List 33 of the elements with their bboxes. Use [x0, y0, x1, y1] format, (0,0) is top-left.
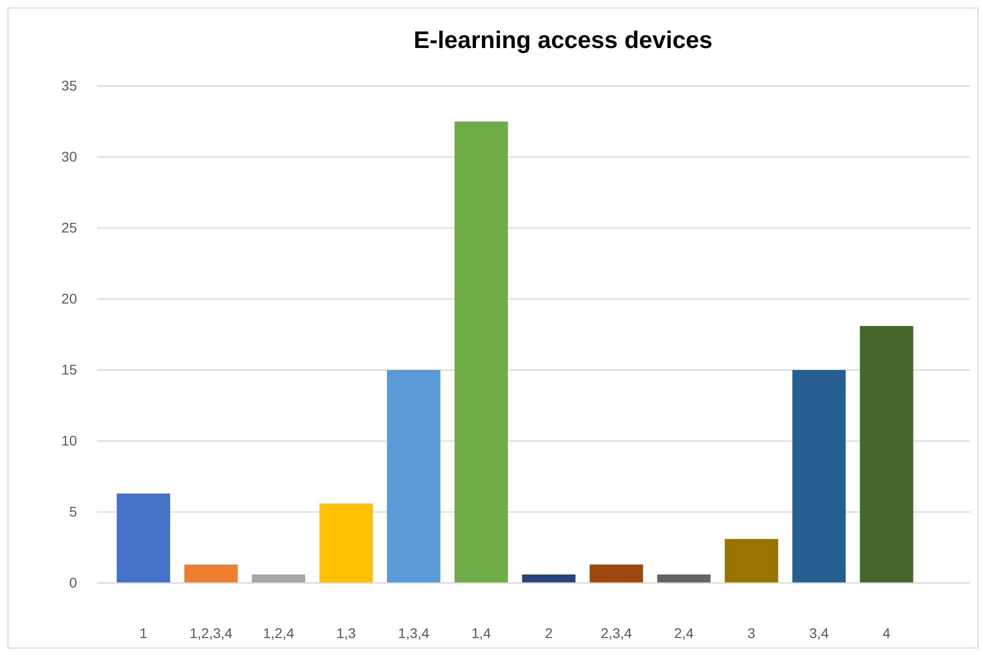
y-tick-label: 5 — [69, 503, 78, 520]
bar — [590, 564, 644, 583]
y-tick-label: 15 — [61, 361, 78, 378]
bar — [724, 538, 778, 583]
x-tick-label: 1,4 — [471, 624, 492, 641]
x-tick-label: 1,2,4 — [262, 624, 294, 641]
x-tick-label: 1,3,4 — [398, 624, 430, 641]
y-tick-label: 20 — [61, 290, 78, 306]
x-tick-label: 3 — [748, 624, 756, 641]
bar — [792, 370, 846, 583]
chart-title: E-learning access devices — [414, 27, 712, 54]
x-tick-label: 3,4 — [809, 624, 829, 641]
y-tick-label: 0 — [69, 574, 78, 590]
x-tick-label: 2 — [544, 624, 553, 641]
x-tick-label: 1,3 — [336, 624, 356, 641]
bar — [454, 122, 508, 583]
y-tick-label: 35 — [61, 77, 78, 94]
bar — [184, 564, 238, 583]
bar — [319, 503, 373, 583]
bar — [252, 574, 306, 583]
x-tick-label: 4 — [882, 624, 891, 641]
bar — [386, 370, 440, 583]
x-tick-label: 1 — [140, 624, 148, 641]
bar — [657, 574, 711, 583]
bar — [860, 326, 914, 583]
y-tick-label: 10 — [61, 432, 78, 448]
x-tick-label: 2,4 — [674, 624, 694, 641]
x-tick-label: 2,3,4 — [600, 624, 632, 641]
y-tick-label: 25 — [61, 219, 78, 236]
bar — [116, 494, 170, 583]
y-tick-label: 30 — [61, 148, 78, 164]
x-tick-label: 1,2,3,4 — [190, 624, 233, 641]
bar — [522, 574, 576, 583]
